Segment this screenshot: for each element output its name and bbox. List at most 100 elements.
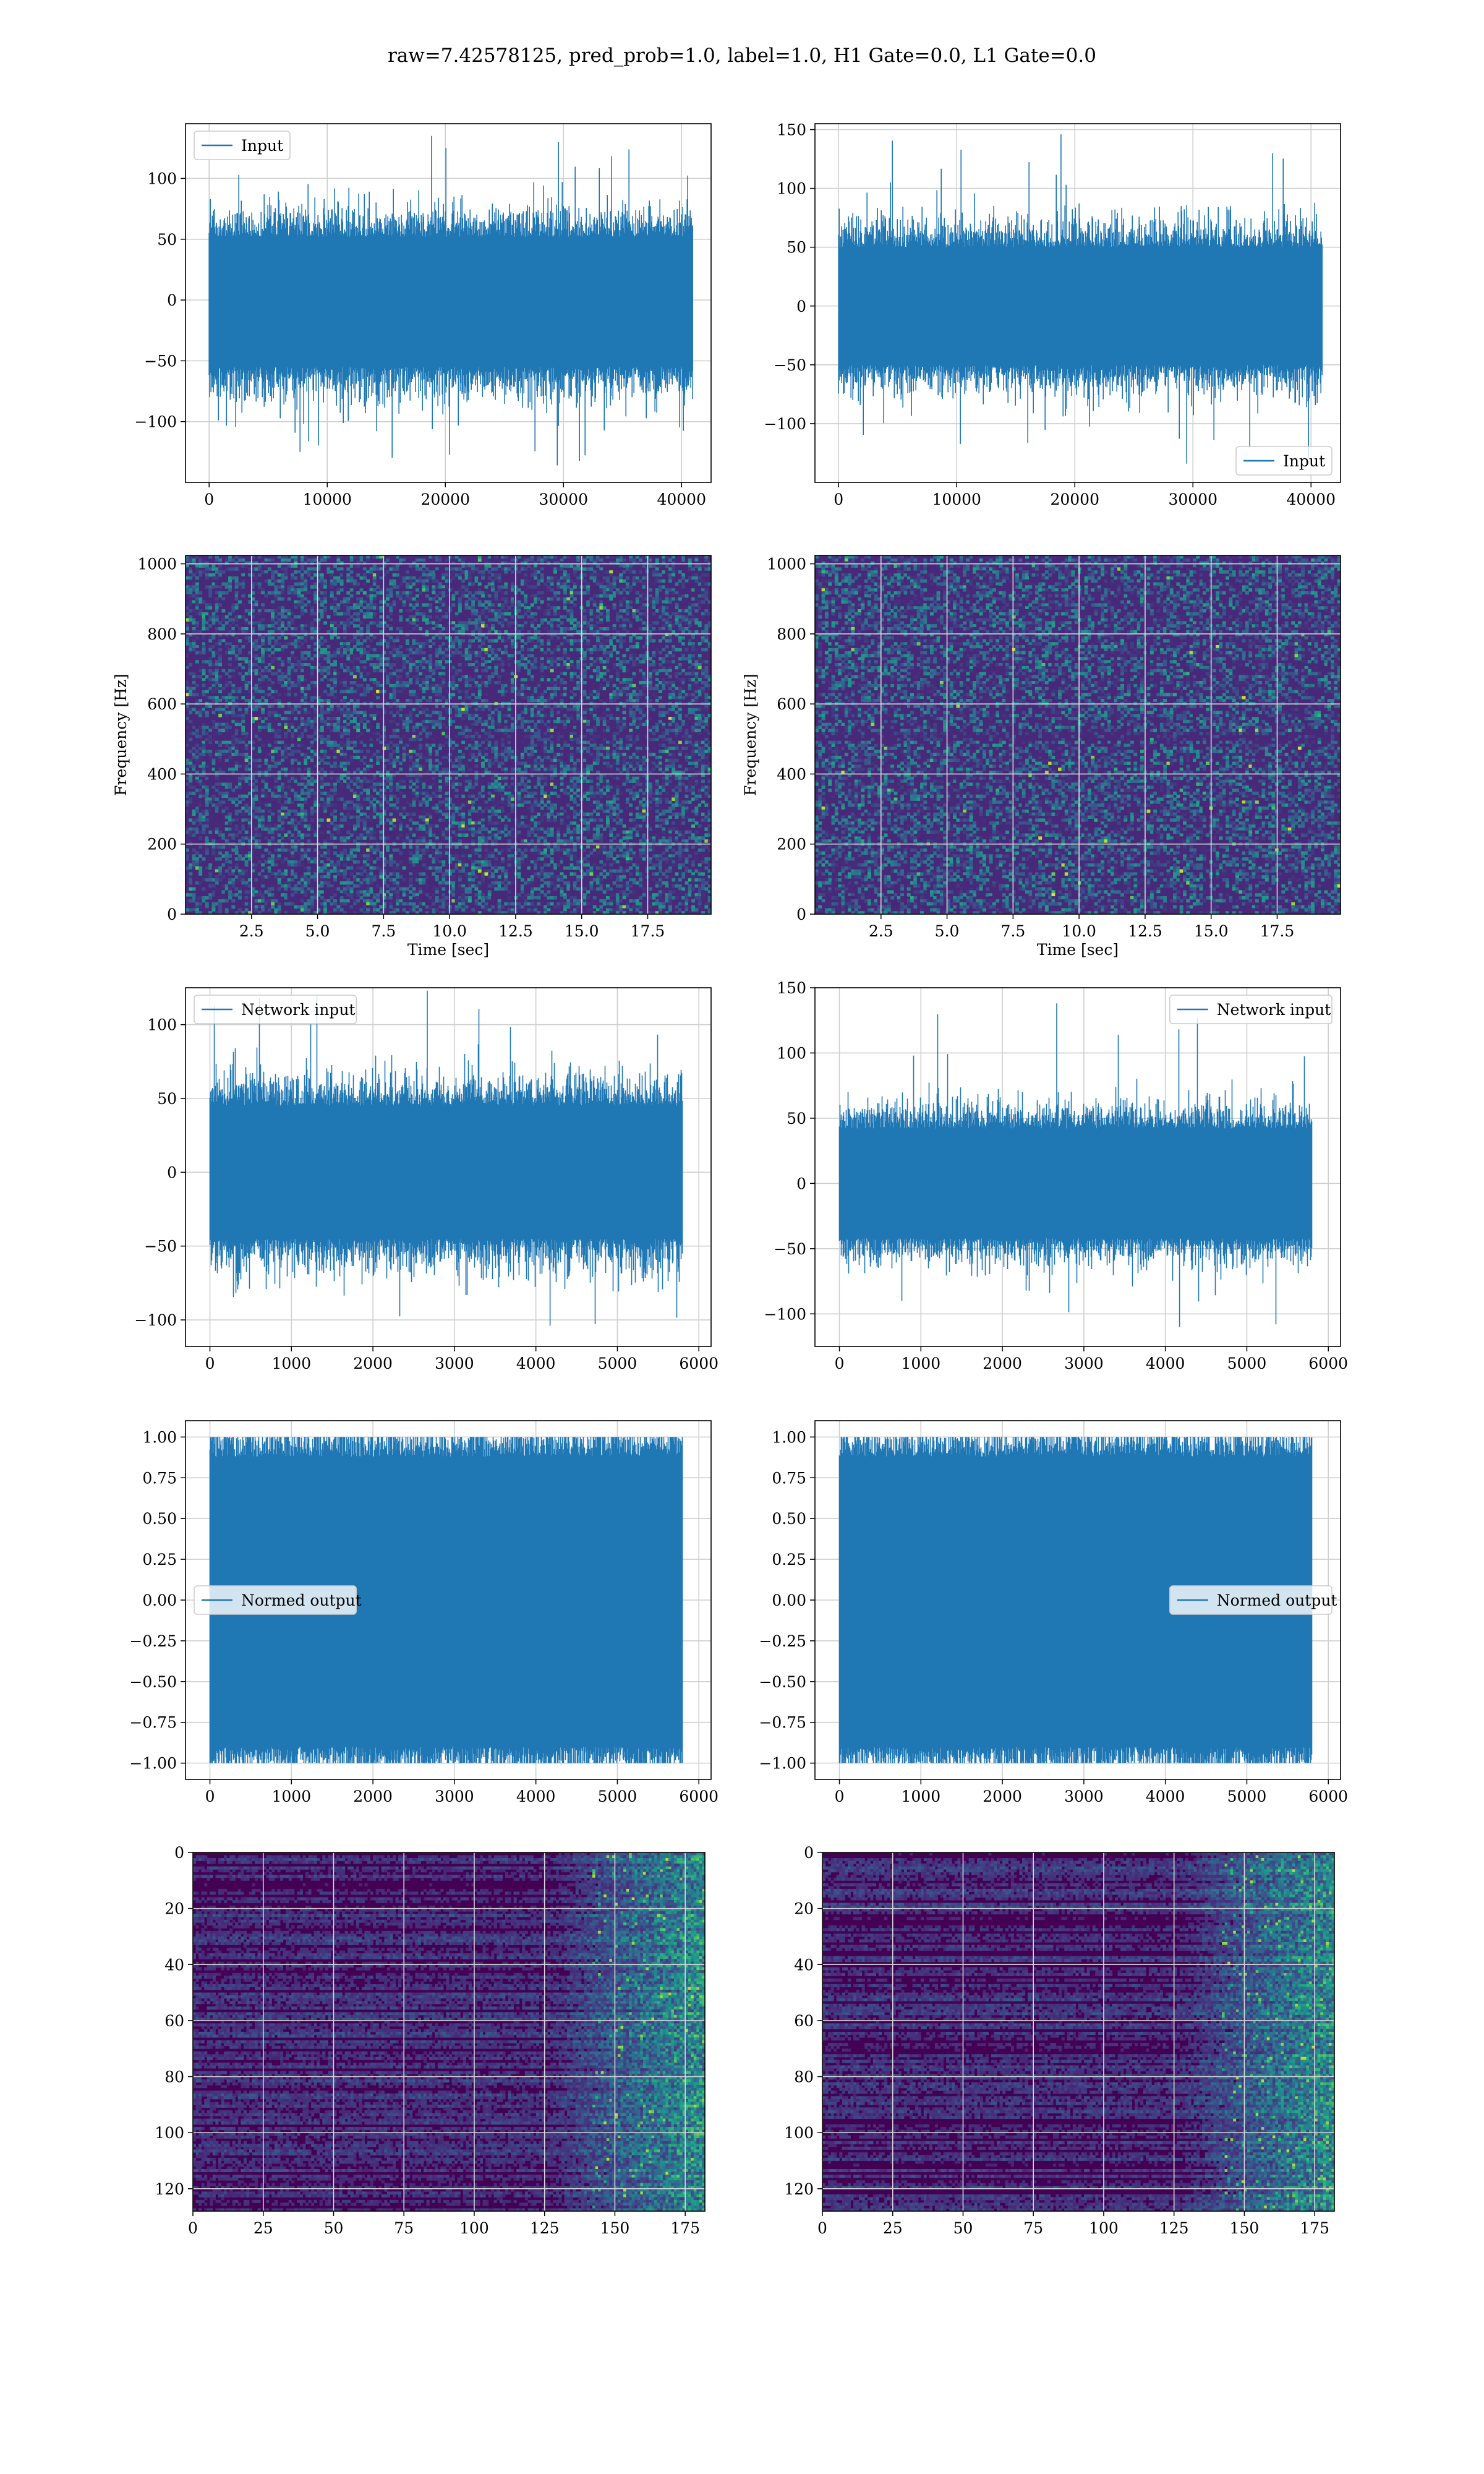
- spectrogram-cell: [294, 627, 298, 631]
- spectrogram-cell: [320, 699, 324, 703]
- spectrogram-cell: [218, 690, 223, 693]
- spectrogram-cell: [510, 654, 514, 657]
- spectrogram-cell: [530, 722, 534, 727]
- spectrogram-cell: [343, 732, 347, 735]
- spectrogram-cell: [429, 732, 433, 735]
- spectrogram-cell: [563, 663, 567, 667]
- spectrogram-cell: [487, 564, 492, 568]
- spectrogram-cell: [629, 564, 633, 568]
- spectrogram-cell: [291, 585, 294, 589]
- spectrogram-cell: [267, 582, 271, 586]
- spectrogram-cell: [366, 612, 370, 616]
- spectrogram-cell: [287, 588, 291, 592]
- spectrogram-cell: [362, 582, 367, 586]
- spectrogram-cell: [507, 683, 511, 688]
- spectrogram-cell: [517, 693, 521, 696]
- spectrogram-cell: [192, 717, 196, 721]
- spectrogram-cell: [281, 576, 284, 580]
- spectrogram-cell: [330, 582, 334, 586]
- spectrogram-cell: [389, 603, 393, 607]
- spectrogram-cell: [205, 704, 209, 709]
- spectrogram-cell: [704, 567, 709, 571]
- spectrogram-cell: [297, 651, 301, 655]
- spectrogram-cell: [257, 722, 262, 727]
- spectrogram-cell: [553, 719, 557, 724]
- spectrogram-cell: [530, 675, 534, 678]
- spectrogram-cell: [659, 663, 662, 667]
- spectrogram-cell: [349, 681, 354, 685]
- spectrogram-cell: [274, 561, 278, 565]
- spectrogram-cell: [399, 615, 403, 619]
- spectrogram-cell: [435, 666, 439, 670]
- spectrogram-cell: [704, 639, 709, 643]
- spectrogram-cell: [231, 627, 236, 631]
- spectrogram-cell: [208, 704, 213, 709]
- spectrogram-cell: [425, 660, 429, 664]
- spectrogram-cell: [586, 582, 591, 586]
- spectrogram-cell: [560, 633, 564, 637]
- spectrogram-cell: [274, 648, 278, 652]
- spectrogram-cell: [359, 576, 364, 580]
- spectrogram-cell: [382, 690, 386, 693]
- spectrogram-cell: [211, 576, 216, 580]
- spectrogram-cell: [254, 669, 258, 673]
- spectrogram-cell: [592, 654, 597, 657]
- spectrogram-cell: [412, 729, 416, 732]
- spectrogram-cell: [487, 600, 492, 604]
- spectrogram-cell: [261, 657, 265, 661]
- spectrogram-cell: [477, 704, 482, 709]
- spectrogram-cell: [619, 624, 623, 628]
- spectrogram-cell: [639, 696, 643, 700]
- spectrogram-cell: [701, 675, 705, 678]
- spectrogram-cell: [477, 645, 482, 649]
- spectrogram-cell: [294, 669, 298, 673]
- spectrogram-cell: [451, 624, 456, 628]
- spectrogram-cell: [445, 708, 449, 711]
- spectrogram-cell: [396, 573, 399, 577]
- spectrogram-cell: [678, 678, 682, 682]
- spectrogram-cell: [392, 729, 396, 732]
- spectrogram-cell: [497, 579, 501, 583]
- spectrogram-cell: [487, 660, 492, 664]
- spectrogram-cell: [691, 666, 696, 670]
- spectrogram-cell: [652, 573, 656, 577]
- spectrogram-cell: [675, 678, 679, 682]
- spectrogram-cell: [369, 597, 373, 601]
- spectrogram-cell: [576, 564, 581, 568]
- spectrogram-cell: [287, 729, 291, 732]
- spectrogram-cell: [566, 660, 571, 664]
- spectrogram-cell: [224, 645, 229, 649]
- spectrogram-cell: [386, 645, 390, 649]
- spectrogram-cell: [582, 681, 587, 685]
- spectrogram-cell: [215, 681, 219, 685]
- spectrogram-cell: [189, 651, 193, 655]
- spectrogram-cell: [304, 624, 308, 628]
- spectrogram-cell: [494, 573, 498, 577]
- spectrogram-cell: [215, 594, 219, 598]
- spectrogram-cell: [599, 612, 603, 616]
- spectrogram-cell: [224, 666, 229, 670]
- spectrogram-cell: [386, 594, 390, 598]
- spectrogram-cell: [202, 732, 206, 735]
- spectrogram-cell: [556, 597, 561, 601]
- spectrogram-cell: [573, 726, 577, 729]
- spectrogram-cell: [481, 669, 485, 673]
- spectrogram-cell: [405, 675, 409, 678]
- spectrogram-cell: [547, 660, 551, 664]
- spectrogram-cell: [313, 630, 318, 634]
- spectrogram-cell: [458, 597, 462, 601]
- spectrogram-cell: [362, 666, 367, 670]
- spectrogram-cell: [441, 672, 446, 675]
- spectrogram-cell: [441, 600, 446, 604]
- spectrogram-cell: [438, 630, 442, 634]
- spectrogram-cell: [599, 621, 603, 625]
- spectrogram-cell: [615, 672, 620, 675]
- spectrogram-cell: [560, 681, 564, 685]
- spectrogram-cell: [672, 624, 676, 628]
- spectrogram-cell: [668, 683, 672, 688]
- spectrogram-cell: [504, 618, 508, 622]
- spectrogram-cell: [366, 654, 370, 657]
- spectrogram-cell: [320, 576, 324, 580]
- spectrogram-cell: [333, 711, 337, 714]
- spectrogram-cell: [323, 582, 328, 586]
